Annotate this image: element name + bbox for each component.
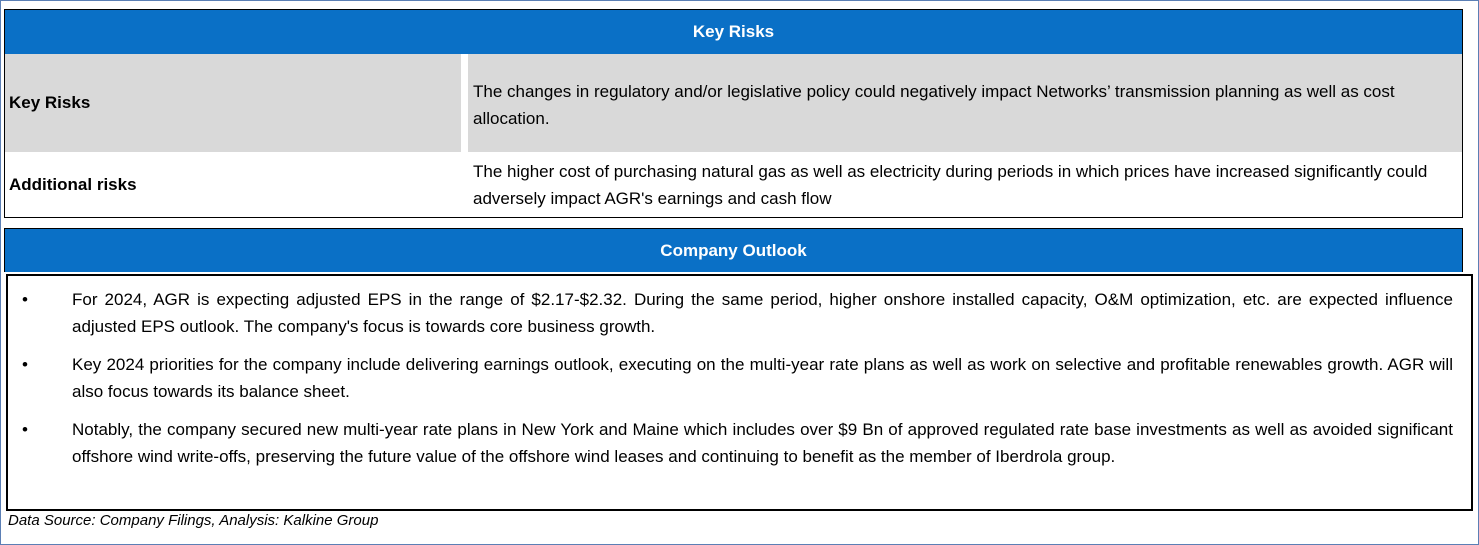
table-row: Key Risks The changes in regulatory and/… <box>5 54 1462 152</box>
data-source-note: Data Source: Company Filings, Analysis: … <box>8 512 379 529</box>
bullet-text: Key 2024 priorities for the company incl… <box>72 355 1453 401</box>
row-text: The changes in regulatory and/or legisla… <box>468 54 1462 152</box>
bullet-text: Notably, the company secured new multi-y… <box>72 420 1453 466</box>
list-item: • Notably, the company secured new multi… <box>8 416 1453 470</box>
bullet-icon: • <box>22 420 28 439</box>
company-outlook-header: Company Outlook <box>4 228 1463 272</box>
outlook-bullet-list: • For 2024, AGR is expecting adjusted EP… <box>8 276 1471 470</box>
bullet-icon: • <box>22 355 28 374</box>
row-label: Key Risks <box>5 54 461 152</box>
list-item: • For 2024, AGR is expecting adjusted EP… <box>8 286 1453 340</box>
row-text: The higher cost of purchasing natural ga… <box>473 162 1428 208</box>
table-row: Additional risks The higher cost of purc… <box>5 152 1462 217</box>
bullet-text: For 2024, AGR is expecting adjusted EPS … <box>72 290 1453 336</box>
company-outlook-box: • For 2024, AGR is expecting adjusted EP… <box>6 274 1473 511</box>
row-label: Additional risks <box>9 174 137 194</box>
key-risks-header: Key Risks <box>5 10 1462 54</box>
key-risks-table: Key Risks Key Risks The changes in regul… <box>4 9 1463 218</box>
bullet-icon: • <box>22 290 28 309</box>
list-item: • Key 2024 priorities for the company in… <box>8 351 1453 405</box>
